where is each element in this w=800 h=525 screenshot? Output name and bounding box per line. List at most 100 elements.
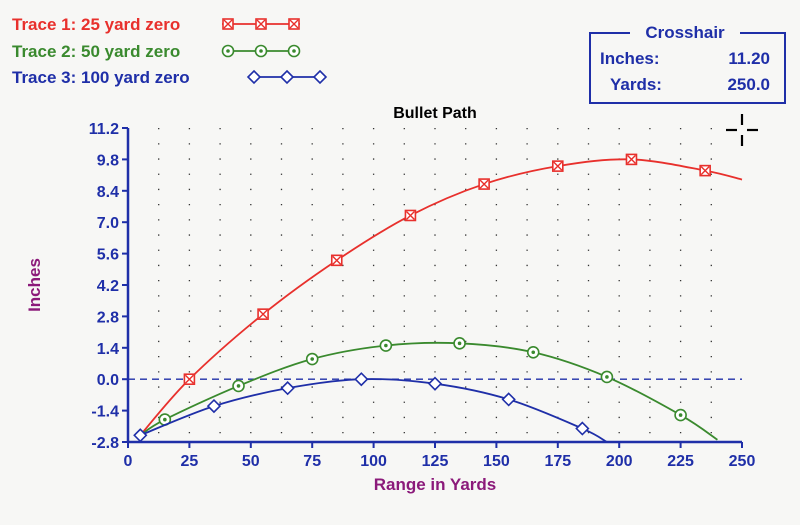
legend-swatch-3: [246, 69, 328, 85]
marker-cross: [289, 19, 299, 29]
data-point: [280, 381, 295, 396]
marker-cross: [626, 154, 636, 164]
x-tick-label: 100: [360, 453, 387, 470]
marker-cross: [553, 161, 563, 171]
marker-cross: [405, 210, 415, 220]
series-line: [139, 341, 718, 441]
crosshair-title-backdrop: [630, 22, 740, 42]
data-point: [427, 376, 443, 391]
data-point: [526, 345, 540, 359]
legend-swatch-marker: [221, 44, 235, 58]
marker-dot: [236, 384, 241, 388]
x-tick-label: 200: [606, 453, 633, 470]
marker-dot: [292, 49, 296, 53]
y-tick-label: -1.4: [91, 404, 119, 421]
legend-item-trace-1: Trace 1: 25 yard zero: [12, 15, 180, 34]
data-point: [379, 339, 393, 352]
marker-cross: [184, 374, 194, 384]
data-point: [305, 352, 319, 366]
marker-dot: [531, 350, 536, 355]
legend-swatch-marker: [288, 18, 300, 30]
marker-diamond: [206, 398, 222, 414]
data-point: [551, 160, 564, 172]
x-tick-label: 0: [124, 453, 133, 470]
y-tick-label: 2.8: [97, 309, 119, 326]
marker-diamond: [279, 69, 295, 85]
marker-diamond: [427, 376, 443, 391]
series-layer: [133, 153, 743, 443]
data-point: [206, 398, 222, 414]
marker-dot: [259, 49, 263, 53]
marker-cross: [258, 309, 268, 319]
x-tick-label: 75: [303, 453, 321, 470]
legend-swatch-2: [221, 44, 301, 58]
tick-labels: 11.2 9.8 8.4 7.0 5.6 4.2 2.8 1.4 0.0 -1.4 -2.8 0 25 5…: [89, 121, 756, 470]
axes: [122, 127, 743, 448]
data-point: [354, 372, 369, 387]
crosshair-readout: Crosshair Inches: 11.20 Yards: 250.0: [589, 22, 786, 104]
legend-swatch-marker: [255, 18, 267, 30]
y-tick-label: 8.4: [97, 184, 119, 201]
legend-swatch-marker: [246, 69, 262, 85]
y-tick-label: 11.2: [89, 121, 119, 138]
crosshair-yards-label: Yards:: [610, 75, 662, 94]
x-tick-label: 150: [483, 453, 510, 470]
legend-item-trace-2: Trace 2: 50 yard zero: [12, 42, 180, 61]
marker-diamond: [312, 69, 328, 85]
series-line: [139, 158, 743, 436]
y-tick-label: 5.6: [97, 247, 119, 264]
data-point: [453, 337, 466, 350]
x-tick-label: 250: [729, 453, 756, 470]
grid: [158, 128, 712, 442]
data-point: [478, 178, 490, 190]
data-point: [575, 421, 590, 436]
marker-cross: [479, 179, 489, 189]
legend-swatch-marker: [254, 44, 268, 58]
data-point: [133, 428, 148, 443]
chart-title: Bullet Path: [393, 105, 477, 122]
x-tick-label: 25: [181, 453, 199, 470]
marker-diamond: [246, 69, 262, 85]
x-tick-label: 175: [544, 453, 571, 470]
x-tick-label: 225: [667, 453, 694, 470]
y-tick-label: 4.2: [97, 278, 119, 295]
y-tick-label: 0.0: [97, 372, 119, 389]
marker-dot: [226, 49, 230, 53]
data-point: [699, 164, 711, 177]
x-tick-label: 50: [242, 453, 260, 470]
legend-swatches: [221, 18, 328, 85]
series-trace-1: [139, 153, 743, 436]
crosshair-inches-label: Inches:: [600, 49, 660, 68]
marker-dot: [605, 375, 609, 379]
data-point: [404, 209, 417, 222]
legend-swatch-marker: [287, 44, 301, 58]
legend: Trace 1: 25 yard zero Trace 2: 50 yard z…: [12, 15, 328, 87]
legend-swatch-marker: [279, 69, 295, 85]
crosshair-inches-value: 11.20: [728, 49, 770, 68]
marker-dot: [384, 343, 388, 348]
marker-cross: [223, 19, 233, 29]
marker-diamond: [133, 428, 148, 443]
marker-dot: [163, 417, 167, 422]
marker-dot: [310, 357, 315, 361]
data-point: [257, 308, 269, 320]
data-point: [674, 408, 687, 422]
data-point: [232, 379, 245, 393]
x-axis-title: Range in Yards: [374, 475, 497, 494]
marker-diamond: [575, 421, 590, 436]
marker-diamond: [501, 392, 516, 407]
marker-cross: [256, 19, 266, 29]
marker-diamond: [280, 381, 295, 396]
marker-dot: [678, 413, 683, 417]
y-tick-label: -2.8: [91, 435, 119, 452]
y-tick-label: 1.4: [97, 341, 119, 358]
data-point: [330, 254, 343, 267]
data-point: [600, 370, 614, 384]
legend-swatch-1: [222, 18, 300, 30]
y-tick-label: 7.0: [97, 215, 119, 232]
data-point: [183, 373, 196, 386]
data-point: [501, 392, 516, 407]
crosshair-icon[interactable]: [726, 114, 758, 146]
